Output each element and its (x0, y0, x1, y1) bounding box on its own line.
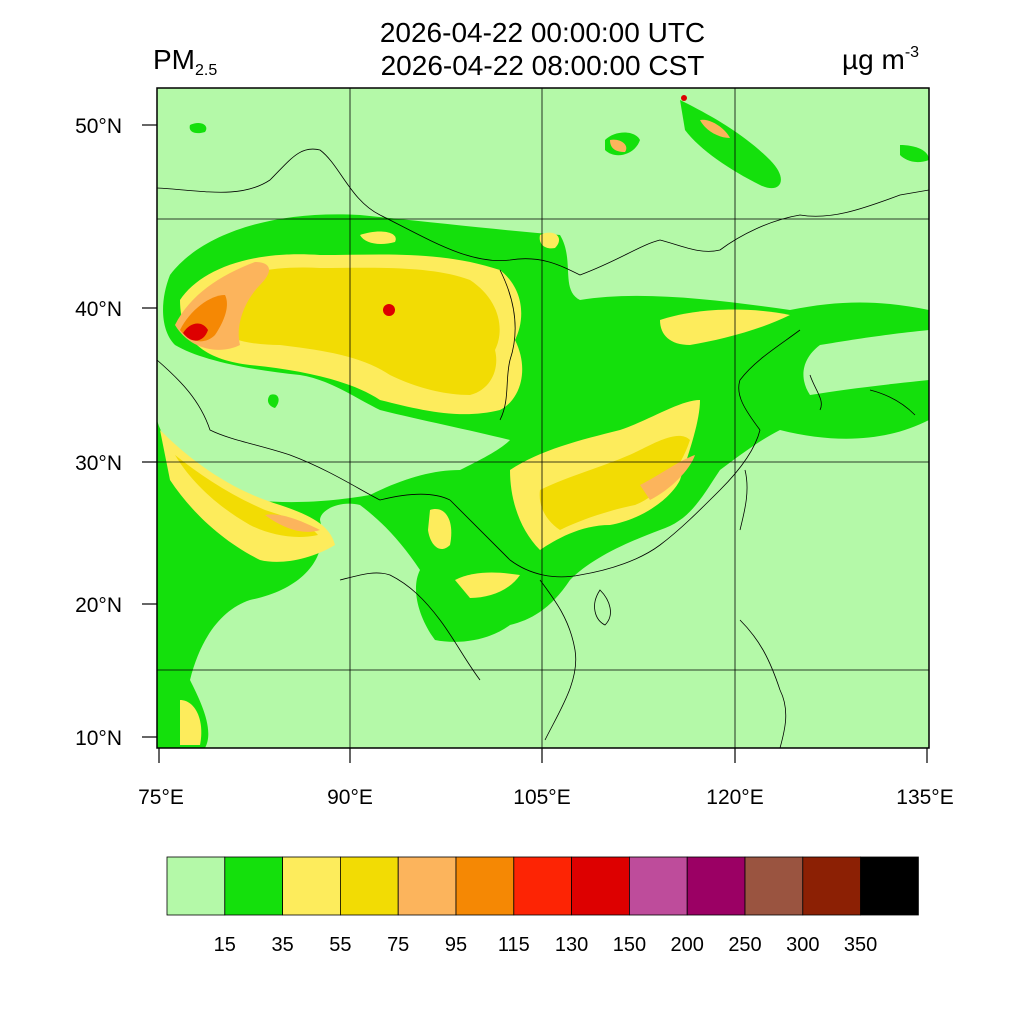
colorbar-swatch (166, 856, 226, 916)
colorbar-swatch (224, 856, 284, 916)
colorbar-level-label: 115 (498, 934, 530, 956)
colorbar-level-label: 300 (786, 934, 819, 956)
colorbar-swatch (455, 856, 515, 916)
colorbar-boxes (166, 856, 919, 916)
colorbar-level-label: 55 (329, 934, 351, 956)
lat-label: 40°N (75, 298, 122, 321)
map-field (157, 88, 929, 748)
variable-main: PM (153, 44, 195, 75)
pm-zone-150 (183, 95, 687, 341)
variable-label: PM2.5 (153, 44, 217, 80)
unit-superscript: -3 (904, 44, 920, 61)
lon-label: 120°E (706, 786, 763, 809)
map-title-cst: 2026-04-22 08:00:00 CST (380, 50, 705, 81)
colorbar-level-label: 350 (844, 934, 877, 956)
colorbar-labels: 15 35 55 75 95 115 130 150 200 250 300 350 (214, 934, 878, 956)
colorbar-level-label: 75 (387, 934, 409, 956)
lat-label: 20°N (75, 594, 122, 617)
colorbar-swatch (686, 856, 746, 916)
map-title-utc: 2026-04-22 00:00:00 UTC (379, 17, 706, 48)
colorbar-level-label: 15 (214, 934, 236, 956)
graticule (157, 88, 929, 748)
colorbar-swatch (744, 856, 804, 916)
unit-main: µg m (842, 44, 905, 75)
colorbar-level-label: 35 (271, 934, 293, 956)
lon-label: 90°E (327, 786, 373, 809)
colorbar-swatch (339, 856, 399, 916)
colorbar-swatch (860, 856, 919, 916)
map-frame (156, 87, 930, 749)
colorbar-level-label: 95 (445, 934, 467, 956)
axis-ticks (142, 124, 928, 763)
colorbar-level-label: 150 (613, 934, 646, 956)
lon-label: 135°E (896, 786, 953, 809)
boundary-lines (157, 148, 929, 748)
colorbar-swatch (513, 856, 572, 916)
colorbar-level-label: 130 (555, 934, 588, 956)
colorbar-swatch (802, 856, 861, 916)
colorbar-swatch (571, 856, 630, 916)
latitude-labels: 50°N 40°N 30°N 20°N 10°N (75, 115, 122, 750)
longitude-labels: 75°E 90°E 105°E 120°E 135°E (138, 786, 954, 809)
unit-label: µg m-3 (842, 44, 919, 76)
lat-label: 10°N (75, 727, 122, 750)
colorbar-level-label: 250 (728, 934, 761, 956)
lat-label: 50°N (75, 115, 122, 138)
lon-label: 105°E (513, 786, 570, 809)
lat-label: 30°N (75, 452, 122, 475)
colorbar-swatch (629, 856, 688, 916)
colorbar-level-label: 200 (671, 934, 704, 956)
lon-label: 75°E (138, 786, 184, 809)
colorbar-swatch (397, 856, 457, 916)
colorbar-swatch (282, 856, 341, 916)
variable-subscript: 2.5 (195, 62, 218, 79)
